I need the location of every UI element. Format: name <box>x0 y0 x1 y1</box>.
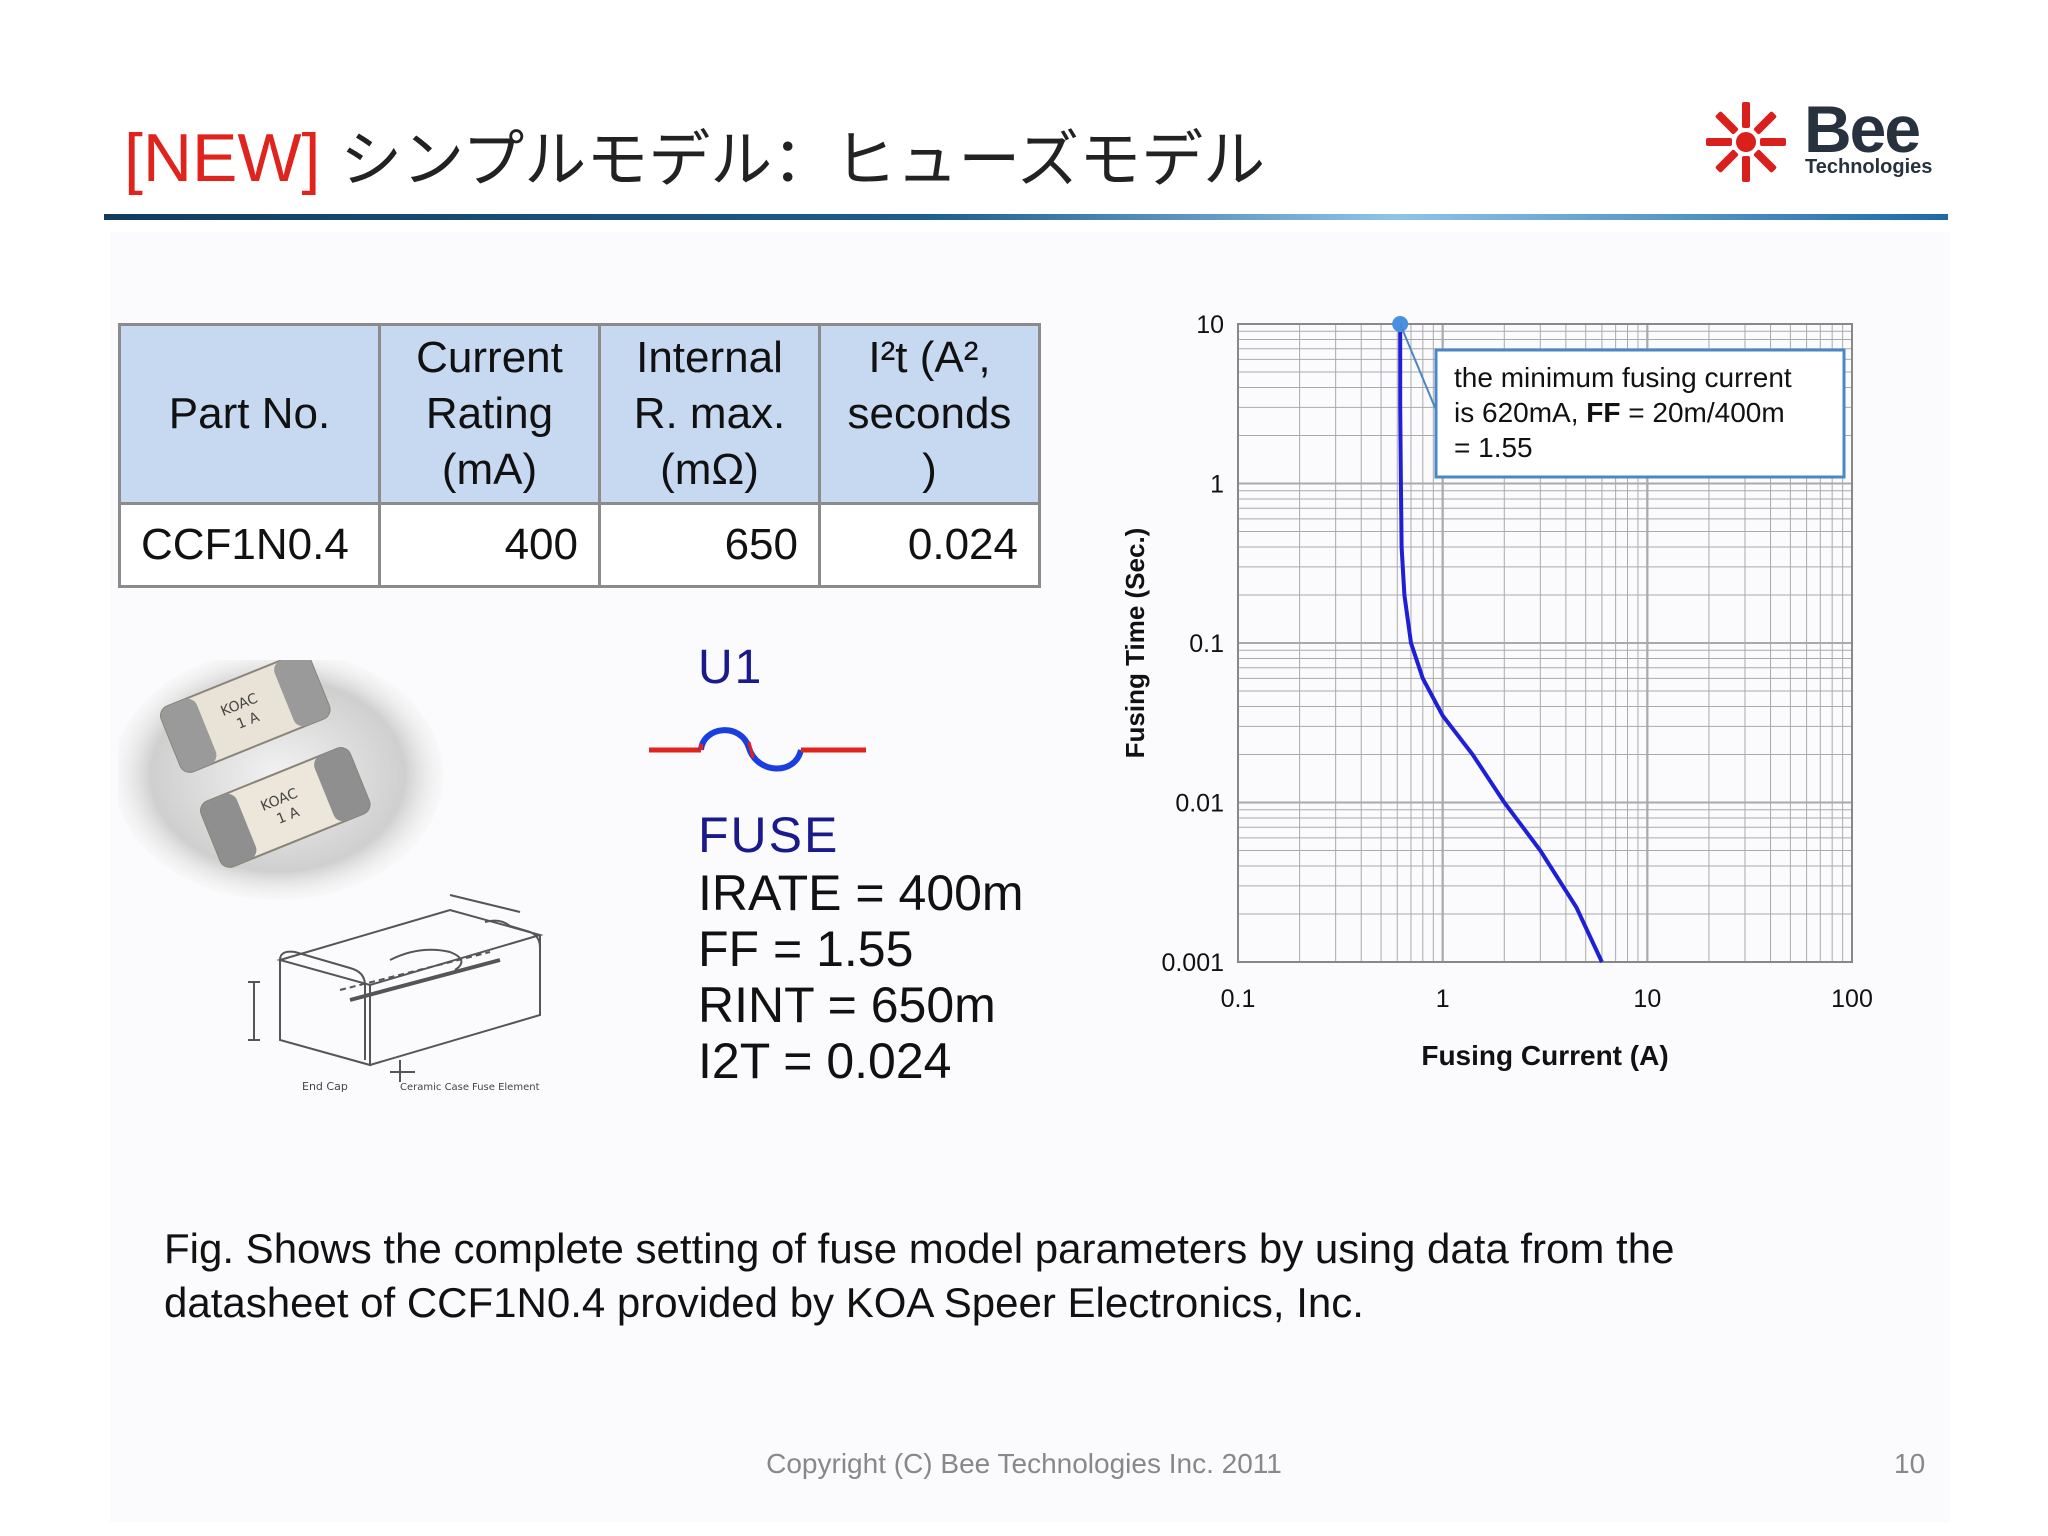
fuse-component-photo: KOAC 1 A KOAC 1 A <box>118 660 443 900</box>
x-tick-label: 0.1 <box>1221 985 1256 1013</box>
fuse-schematic-symbol-icon <box>649 727 866 772</box>
header-line: Internal <box>636 333 783 382</box>
annotation-line1: the minimum fusing current <box>1454 362 1792 393</box>
model-name: FUSE <box>698 807 840 863</box>
component-ref: U1 <box>698 641 764 694</box>
fusing-curve-chart: 10 1 0.1 0.01 0.001 0.1 1 10 100 the minimum fu… <box>1120 311 1873 1071</box>
y-tick-labels: 10 1 0.1 0.01 0.001 <box>1161 311 1224 977</box>
x-tick-labels: 0.1 1 10 100 <box>1221 985 1873 1013</box>
header-line: Part No. <box>168 389 331 438</box>
y-axis-label: Fusing Time (Sec.) <box>1120 528 1150 759</box>
x-tick-label: 10 <box>1633 985 1661 1013</box>
title-text: シンプルモデル：ヒューズモデル <box>320 123 1266 196</box>
y-tick-label: 1 <box>1210 471 1224 499</box>
x-axis-label: Fusing Current (A) <box>1421 1040 1668 1071</box>
header-line: (mA) <box>441 445 538 494</box>
label-ceramic-case: Ceramic Case <box>400 1082 469 1093</box>
copyright-text: Copyright (C) Bee Technologies Inc. 2011 <box>766 1448 1282 1479</box>
logo-subtitle: Technologies <box>1805 156 1933 178</box>
fuse-dimension-drawing: End Cap Ceramic Case Fuse Element <box>248 894 544 1093</box>
param-i2t: I2T = 0.024 <box>698 1033 952 1089</box>
header-line: I²t (A², <box>868 333 991 382</box>
label-end-cap: End Cap <box>302 1080 348 1093</box>
y-tick-label: 10 <box>1196 311 1224 339</box>
page-number: 10 <box>1894 1448 1926 1479</box>
table-row: CCF1N0.4 400 650 0.024 <box>118 502 1041 588</box>
fusing-curve-line <box>1398 324 1604 963</box>
figure-caption: Fig. Shows the complete setting of fuse … <box>164 1222 1884 1330</box>
table-header-row: Part No. Current Rating (mA) Internal R.… <box>118 323 1041 505</box>
title-underline <box>104 214 1948 220</box>
header-line: Current <box>416 333 563 382</box>
param-rint: RINT = 650m <box>698 977 996 1033</box>
page-title: [NEW] シンプルモデル：ヒューズモデル <box>124 118 1265 200</box>
x-tick-label: 100 <box>1831 985 1873 1013</box>
cell-internal-resistance: 650 <box>598 502 821 588</box>
cell-current-rating: 400 <box>378 502 601 588</box>
header-part-no: Part No. <box>118 323 381 505</box>
y-tick-label: 0.001 <box>1161 949 1224 977</box>
header-line: ) <box>922 445 937 494</box>
plot-frame <box>1237 323 1853 963</box>
header-line: (mΩ) <box>660 445 759 494</box>
header-line: R. max. <box>633 389 786 438</box>
title-new-tag: [NEW] <box>124 120 321 196</box>
caption-line: datasheet of CCF1N0.4 provided by KOA Sp… <box>164 1279 1364 1326</box>
logo-wordmark: Bee <box>1804 92 1921 166</box>
x-tick-label: 1 <box>1436 985 1450 1013</box>
caption-line: Fig. Shows the complete setting of fuse … <box>164 1225 1675 1272</box>
param-ff: FF = 1.55 <box>698 921 914 977</box>
cell-part-no: CCF1N0.4 <box>118 502 381 588</box>
header-line: seconds <box>847 389 1012 438</box>
min-fusing-point <box>1392 316 1409 332</box>
cell-i2t: 0.024 <box>818 502 1041 588</box>
y-tick-label: 0.01 <box>1175 790 1224 818</box>
annotation-leader <box>1399 323 1437 411</box>
annotation-line3: = 1.55 <box>1454 432 1533 463</box>
header-current-rating: Current Rating (mA) <box>378 323 601 505</box>
header-i2t: I²t (A², seconds ) <box>818 323 1041 505</box>
annotation-box <box>1434 348 1846 479</box>
y-tick-label: 0.1 <box>1189 630 1224 658</box>
header-line: Rating <box>425 389 554 438</box>
label-fuse-element: Fuse Element <box>472 1082 540 1093</box>
param-irate: IRATE = 400m <box>698 865 1024 921</box>
annotation-line2: is 620mA, FF = 20m/400m <box>1454 397 1785 428</box>
header-internal-resistance: Internal R. max. (mΩ) <box>598 323 821 505</box>
bee-logo-icon <box>1706 102 1786 182</box>
spec-table: Part No. Current Rating (mA) Internal R.… <box>118 323 1041 588</box>
